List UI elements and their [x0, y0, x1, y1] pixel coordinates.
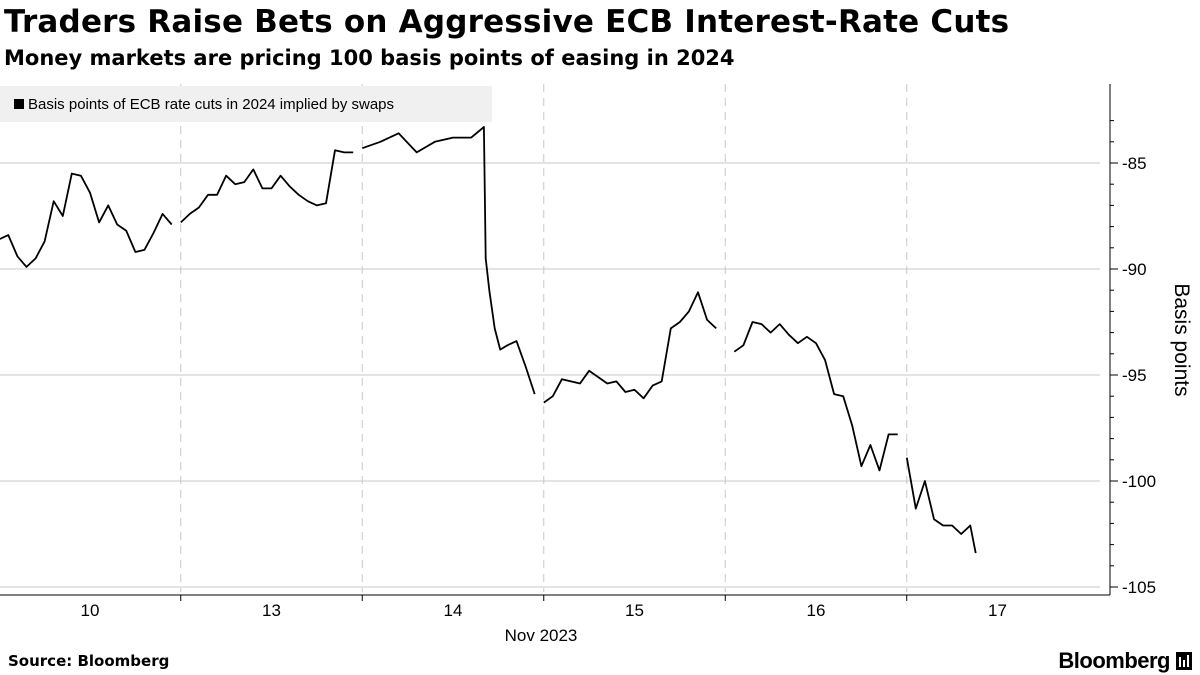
- x-tick-label: 13: [262, 601, 281, 620]
- plot-area: [0, 126, 977, 554]
- series-line-segment: [733, 321, 898, 472]
- series-line-segment: [180, 149, 354, 224]
- chart-subtitle: Money markets are pricing 100 basis poin…: [4, 46, 735, 70]
- series-line-segment: [905, 457, 977, 554]
- chart-title: Traders Raise Bets on Aggressive ECB Int…: [4, 4, 1010, 40]
- series-line-segment: [543, 291, 717, 404]
- y-tick-label: -85: [1122, 154, 1147, 173]
- legend-label: Basis points of ECB rate cuts in 2024 im…: [28, 95, 395, 113]
- legend-swatch: [14, 99, 24, 109]
- series-line-segment: [361, 126, 536, 395]
- bloomberg-logo: Bloomberg: [1058, 648, 1170, 673]
- y-tick-label: -105: [1122, 578, 1156, 597]
- x-axis-title: Nov 2023: [505, 626, 578, 645]
- x-tick-label: 10: [81, 601, 100, 620]
- bloomberg-terminal-icon: [1176, 652, 1192, 670]
- source-note: Source: Bloomberg: [8, 652, 170, 670]
- chart-axes: -85 -90 -95 -100 -105 10 13 14 15 16 17 Nov 2023 Bas…: [0, 84, 1193, 645]
- y-tick-label: -90: [1122, 260, 1147, 279]
- y-axis-title: Basis points: [1170, 283, 1193, 396]
- x-tick-label: 14: [444, 601, 463, 620]
- series-line-segment: [0, 172, 173, 268]
- x-tick-label: 17: [988, 601, 1007, 620]
- x-tick-label: 15: [625, 601, 644, 620]
- chart-grid: [0, 84, 1100, 592]
- chart-legend: Basis points of ECB rate cuts in 2024 im…: [0, 86, 492, 122]
- x-tick-label: 16: [807, 601, 826, 620]
- y-tick-label: -100: [1122, 472, 1156, 491]
- y-tick-label: -95: [1122, 366, 1147, 385]
